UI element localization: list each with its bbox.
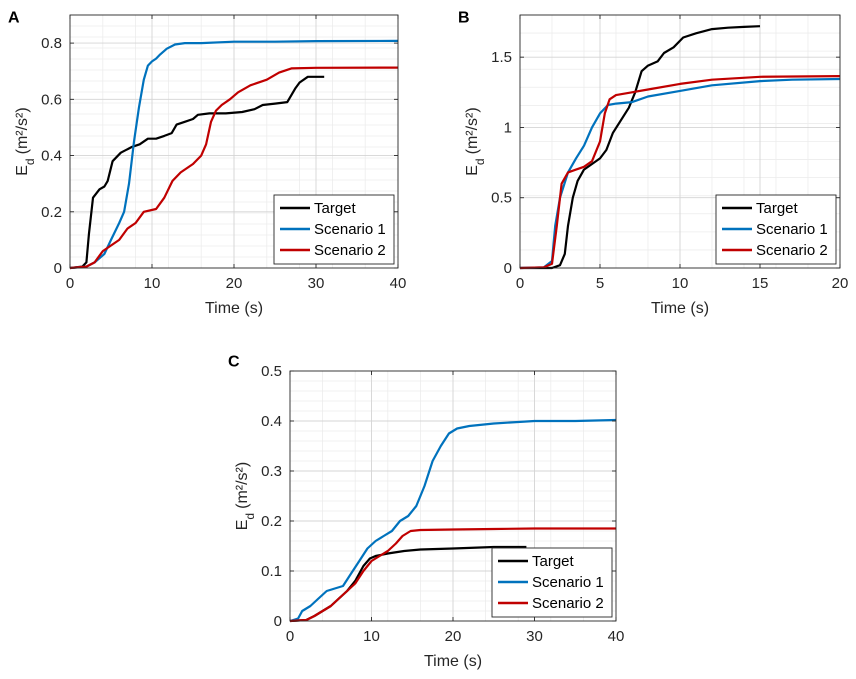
legend-label: Scenario 2 xyxy=(532,595,604,612)
y-tick-label: 0.3 xyxy=(261,463,282,480)
x-tick-label: 20 xyxy=(832,275,849,292)
series-line-scenario-1 xyxy=(519,77,841,270)
y-tick-label: 0.5 xyxy=(261,363,282,380)
y-tick-label: 0.5 xyxy=(491,190,512,207)
y-tick-label: 0.6 xyxy=(41,91,62,108)
y-tick-label: 0.8 xyxy=(41,35,62,52)
y-axis-title-symbol: E xyxy=(464,165,481,176)
x-tick-label: 20 xyxy=(445,628,462,645)
y-axis-title-symbol: E xyxy=(14,165,31,176)
x-tick-label: 20 xyxy=(226,275,243,292)
legend: Target Scenario 1 Scenario 2 xyxy=(491,547,613,618)
x-tick-label: 0 xyxy=(66,275,74,292)
x-tick-label: 40 xyxy=(390,275,407,292)
y-tick-label: 0.4 xyxy=(41,148,62,165)
x-tick-label: 5 xyxy=(596,275,604,292)
x-axis-title: Time (s) xyxy=(424,653,482,670)
y-axis-title-units: (m²/s²) xyxy=(14,107,31,154)
y-tick-label: 0 xyxy=(274,613,282,630)
series-line-scenario-1 xyxy=(289,418,617,623)
legend-label: Scenario 1 xyxy=(756,221,828,238)
y-axis-title-subscript: d xyxy=(243,513,257,520)
y-tick-label: 0.2 xyxy=(261,513,282,530)
x-tick-label: 15 xyxy=(752,275,769,292)
x-tick-label: 30 xyxy=(308,275,325,292)
x-tick-label: 40 xyxy=(608,628,625,645)
panel-letter: B xyxy=(458,9,470,26)
legend-label: Scenario 1 xyxy=(314,221,386,238)
x-tick-label: 10 xyxy=(672,275,689,292)
y-tick-label: 1.5 xyxy=(491,49,512,66)
y-axis-title-units: (m²/s²) xyxy=(234,462,251,509)
panel-letter: C xyxy=(228,353,240,370)
y-axis-title: Ed (m²/s²) xyxy=(464,107,487,175)
series-line-scenario-1 xyxy=(69,39,399,270)
series-line-target xyxy=(520,25,761,270)
series-line-scenario-2 xyxy=(289,527,616,623)
chart-panel-c: C 0 10 20 30 40 0 0.1 0.2 0.3 0.4 0.5 Time (s) Ed (m²/… xyxy=(228,353,624,670)
legend-label: Target xyxy=(532,553,575,570)
y-tick-label: 0.1 xyxy=(261,563,282,580)
legend-label: Scenario 1 xyxy=(532,574,604,591)
series-line-scenario-2 xyxy=(69,66,399,270)
x-tick-label: 0 xyxy=(516,275,524,292)
x-axis-title: Time (s) xyxy=(205,300,263,317)
y-axis-title: Ed (m²/s²) xyxy=(14,107,37,175)
y-tick-label: 0.4 xyxy=(261,413,282,430)
y-axis-title-units: (m²/s²) xyxy=(464,107,481,154)
series-line-target xyxy=(69,75,325,270)
legend: Target Scenario 1 Scenario 2 xyxy=(715,194,837,265)
y-tick-label: 0 xyxy=(54,260,62,277)
y-tick-label: 0.2 xyxy=(41,204,62,221)
series-line-scenario-2 xyxy=(519,75,841,270)
legend: Target Scenario 1 Scenario 2 xyxy=(273,194,395,265)
x-tick-label: 10 xyxy=(144,275,161,292)
y-tick-label: 1 xyxy=(504,119,512,136)
legend-label: Scenario 2 xyxy=(314,242,386,259)
legend-label: Target xyxy=(314,200,357,217)
panel-letter: A xyxy=(8,9,20,26)
x-tick-label: 10 xyxy=(363,628,380,645)
y-tick-label: 0 xyxy=(504,260,512,277)
y-axis-title-symbol: E xyxy=(234,520,251,531)
x-tick-label: 0 xyxy=(286,628,294,645)
y-axis-title-subscript: d xyxy=(473,158,487,165)
y-axis-title: Ed (m²/s²) xyxy=(234,462,257,530)
legend-label: Target xyxy=(756,200,799,217)
legend-label: Scenario 2 xyxy=(756,242,828,259)
x-axis-title: Time (s) xyxy=(651,300,709,317)
y-axis-title-subscript: d xyxy=(23,158,37,165)
x-tick-label: 30 xyxy=(526,628,543,645)
chart-panel-a: A 0 10 20 30 40 0 0.2 0.4 0.6 0.8 Time (s) Ed (m²/s²)… xyxy=(8,9,406,317)
chart-panel-b: B 0 5 10 15 20 0 0.5 1 1.5 Time (s) Ed (m²/s²) Target… xyxy=(458,9,848,317)
